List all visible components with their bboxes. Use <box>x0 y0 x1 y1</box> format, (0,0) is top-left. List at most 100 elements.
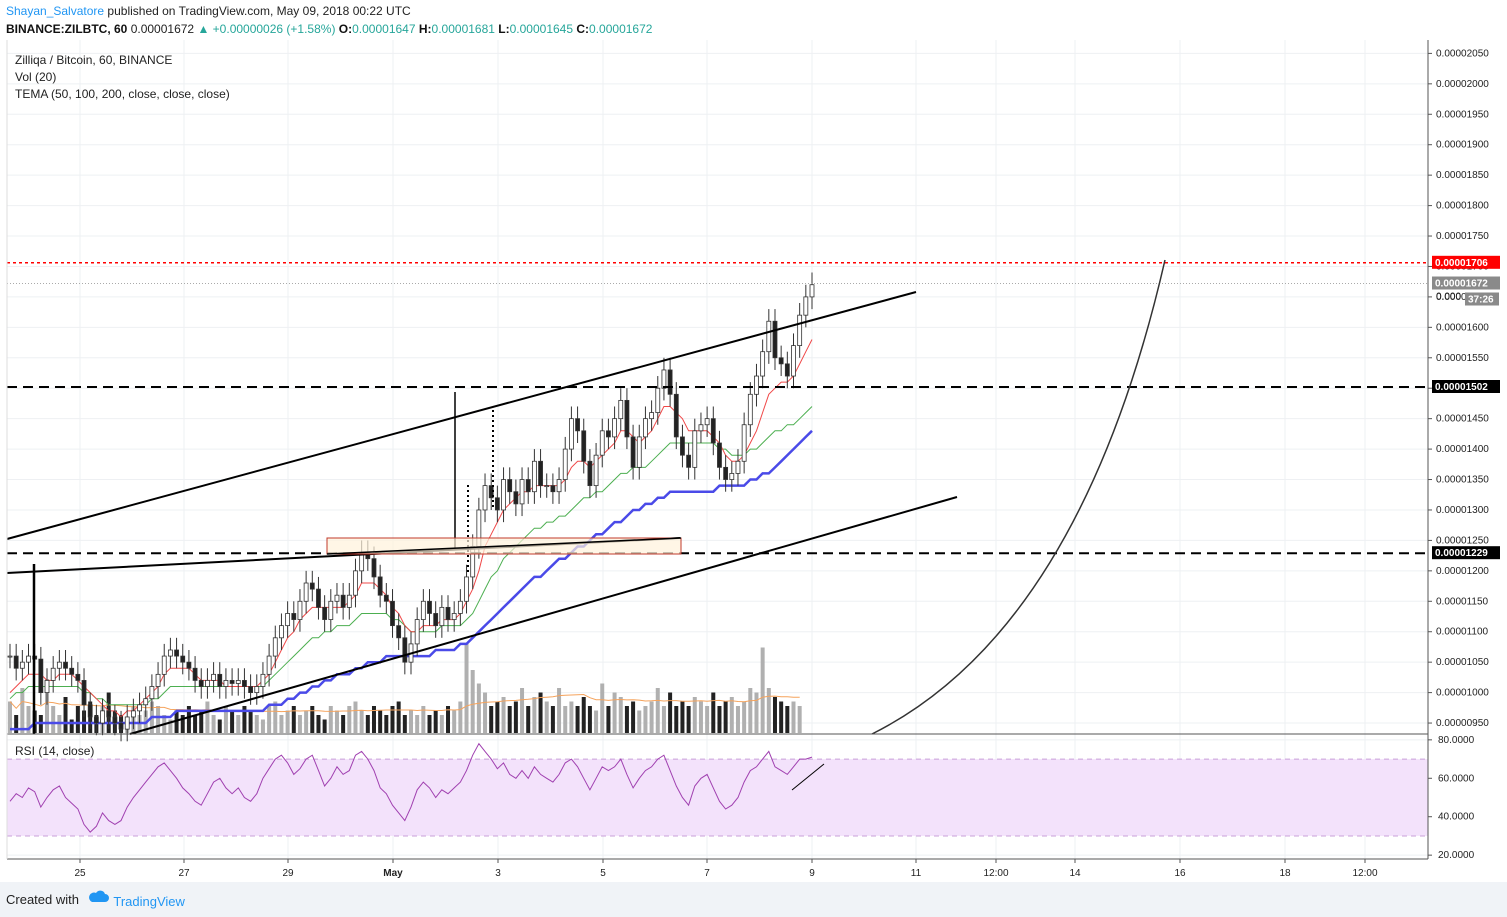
rsi-tick-label: 20.0000 <box>1438 850 1475 861</box>
candle-body <box>297 600 303 620</box>
candle-body <box>75 673 81 681</box>
price-tick-label: 0.00001000 <box>1436 688 1489 699</box>
candle-body <box>519 479 525 505</box>
candle-body <box>457 600 463 614</box>
time-tick-label: May <box>383 868 403 879</box>
volume-bar <box>353 701 358 733</box>
volume-bar <box>513 701 518 733</box>
symbol-label[interactable]: BINANCE:ZILBTC, 60 <box>6 22 128 36</box>
candle-body <box>525 479 531 493</box>
candle-body <box>106 710 112 718</box>
price-tick-label: 0.00001400 <box>1436 444 1489 455</box>
volume-bar <box>483 692 488 733</box>
volume-bar <box>365 715 370 733</box>
candle-body <box>167 649 173 657</box>
volume-bar <box>735 706 740 733</box>
time-tick-label: 3 <box>495 868 501 879</box>
trend-line <box>791 763 825 791</box>
candle-body <box>377 576 383 596</box>
candle-body <box>760 351 766 377</box>
time-tick-label: 25 <box>74 868 86 879</box>
volume-bar <box>748 688 753 733</box>
candle-body <box>698 424 704 432</box>
candle-body <box>445 606 451 620</box>
volume-bar <box>501 697 506 733</box>
volume-bar <box>618 697 623 733</box>
price-tick-label: 0.00002000 <box>1436 79 1489 90</box>
price-tick-label: 0.00001450 <box>1436 414 1489 425</box>
author-link[interactable]: Shayan_Salvatore <box>6 4 105 18</box>
price-tick-label: 0.00001250 <box>1436 535 1489 546</box>
price-tick-label: 0.00001900 <box>1436 140 1489 151</box>
volume-bar <box>236 715 241 733</box>
candle-body <box>69 667 75 675</box>
candle-body <box>87 704 93 718</box>
price-tick-label: 0.00001600 <box>1436 322 1489 333</box>
price-tick-label: 0.00001850 <box>1436 170 1489 181</box>
candle-body <box>7 655 13 658</box>
tema_slow-line <box>10 429 813 731</box>
candle-body <box>93 716 99 724</box>
candle-body <box>667 369 673 395</box>
open-value: 0.00001647 <box>352 22 416 36</box>
volume-bar <box>396 701 401 733</box>
rsi-tick-label: 80.0000 <box>1438 735 1475 746</box>
rsi-polyline <box>9 742 813 833</box>
candle-body <box>439 606 445 627</box>
volume-bar <box>69 719 74 733</box>
candle-body <box>741 424 747 462</box>
candle-body <box>427 600 432 614</box>
candle-body <box>161 655 167 675</box>
up-arrow-icon: ▲ <box>197 22 210 36</box>
volume-bar <box>254 715 259 733</box>
candle-body <box>50 667 56 681</box>
price-tick-label: 0.00000950 <box>1436 718 1489 729</box>
volume-bar <box>520 688 525 733</box>
volume-bar <box>637 710 642 733</box>
volume-bar <box>316 715 321 733</box>
volume-bar <box>347 706 352 733</box>
candle-body <box>198 680 204 687</box>
price-tick-label: 0.00001650 <box>1436 292 1489 303</box>
candle-body <box>346 594 352 608</box>
candle-body <box>575 418 580 432</box>
volume-bar <box>341 715 346 733</box>
volume-bar <box>661 706 666 733</box>
candle-body <box>186 661 192 669</box>
price-badge <box>1432 255 1500 269</box>
candle-body <box>754 375 759 395</box>
volume-bar <box>686 706 691 733</box>
tradingview-logo[interactable]: TradingView <box>88 890 185 909</box>
price-tick-label: 0.00002050 <box>1436 48 1489 59</box>
candle-body <box>784 363 790 377</box>
volume-bar <box>563 706 568 733</box>
candle-body <box>433 613 439 627</box>
candle-body <box>686 454 692 468</box>
volume-bar <box>439 715 444 733</box>
volume-bar <box>507 706 512 733</box>
candle-body <box>174 649 179 657</box>
rsi-line <box>9 742 813 833</box>
candle-body <box>414 619 420 645</box>
volume-bar <box>785 706 790 733</box>
volume-bar <box>581 697 586 733</box>
candle-body <box>279 625 284 639</box>
chart-area[interactable]: 0.00002050 0.00002000 0.00001950 0.00001900… <box>0 40 1507 882</box>
low-label: L: <box>498 22 510 36</box>
volume-bar <box>14 715 19 733</box>
candle-body <box>464 576 469 602</box>
volume-bar <box>371 706 376 733</box>
volume-bar <box>692 697 697 733</box>
candle-body <box>322 606 328 620</box>
candle-body <box>704 418 710 426</box>
open-label: O: <box>338 22 353 36</box>
candle-body <box>803 296 809 316</box>
volume-bar <box>550 706 555 733</box>
candle-body <box>328 600 334 620</box>
ohlc-line: BINANCE:ZILBTC, 60 0.00001672 ▲ +0.00000… <box>6 22 652 36</box>
price-badge-text: 0.00001502 <box>1435 382 1488 393</box>
volume-bar <box>575 706 580 733</box>
volume-bar <box>384 715 389 733</box>
candle-body <box>599 430 605 456</box>
high-label: H: <box>418 22 432 36</box>
